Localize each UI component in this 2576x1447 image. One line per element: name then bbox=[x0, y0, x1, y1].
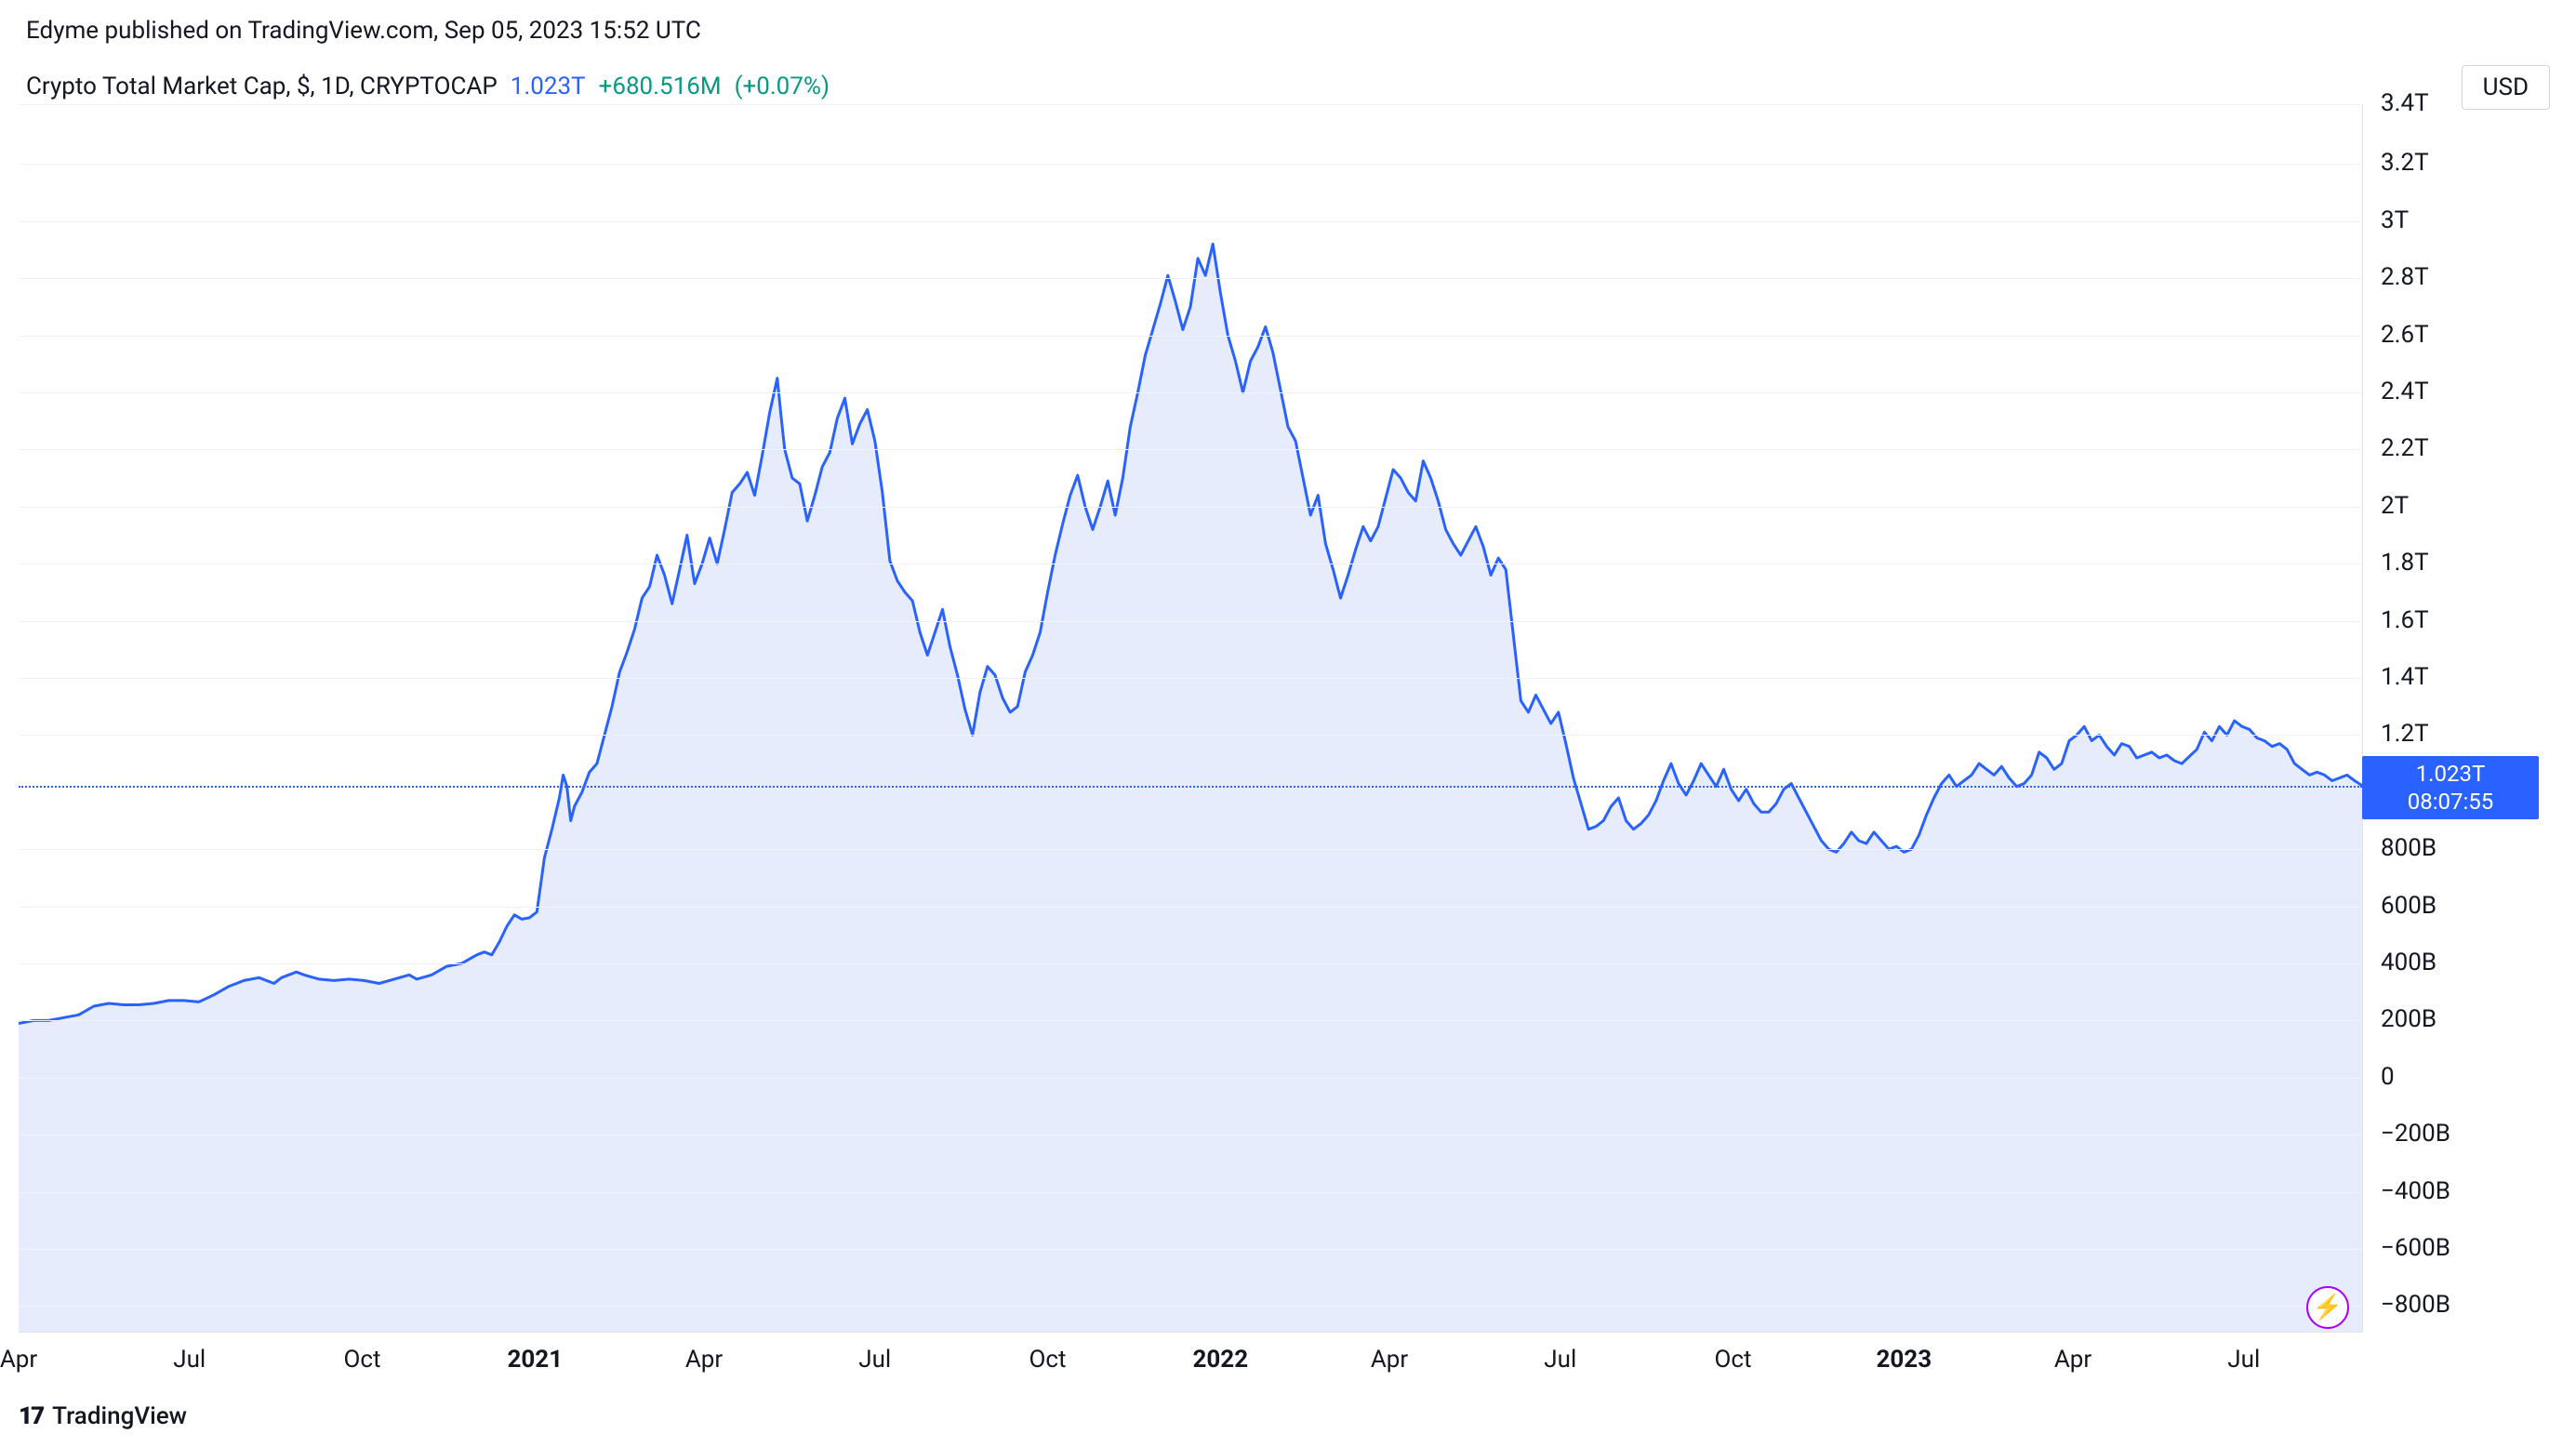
x-axis-label: 2021 bbox=[507, 1346, 563, 1374]
tradingview-snapshot: Edyme published on TradingView.com, Sep … bbox=[0, 0, 2576, 1447]
symbol-change-abs: +680.516M bbox=[599, 73, 722, 100]
last-price-countdown: 08:07:55 bbox=[2362, 788, 2539, 816]
y-axis-label: 600B bbox=[2381, 892, 2437, 920]
last-price-line bbox=[19, 786, 2362, 788]
x-axis-label: 2023 bbox=[1876, 1346, 1932, 1374]
y-axis-label: 1.6T bbox=[2381, 606, 2429, 634]
y-axis-label: −200B bbox=[2381, 1120, 2450, 1148]
gridline bbox=[19, 849, 2362, 850]
gridline bbox=[19, 221, 2362, 222]
gridline bbox=[19, 1306, 2362, 1307]
x-axis-label: Apr bbox=[2054, 1346, 2091, 1374]
y-axis-label: −400B bbox=[2381, 1177, 2450, 1205]
last-price-badge: 1.023T08:07:55 bbox=[2362, 756, 2539, 819]
chart-plot-area[interactable]: ⚡ bbox=[19, 104, 2363, 1332]
gridline bbox=[19, 907, 2362, 908]
x-axis-label: Jul bbox=[858, 1346, 891, 1374]
symbol-title: Crypto Total Market Cap, $, 1D, CRYPTOCA… bbox=[26, 73, 498, 100]
y-axis-label: −600B bbox=[2381, 1234, 2450, 1262]
area-chart-svg bbox=[19, 104, 2362, 1332]
x-axis-label: Oct bbox=[1715, 1346, 1752, 1374]
gridline bbox=[19, 963, 2362, 964]
x-axis-label: Oct bbox=[1029, 1346, 1067, 1374]
gridline bbox=[19, 104, 2362, 105]
x-axis-label: Jul bbox=[173, 1346, 206, 1374]
currency-selector[interactable]: USD bbox=[2462, 65, 2550, 110]
x-axis-label: 2022 bbox=[1192, 1346, 1248, 1374]
gridline bbox=[19, 1078, 2362, 1079]
x-axis: AprJulOct2021AprJulOct2022AprJulOct2023A… bbox=[19, 1332, 2362, 1388]
gridline bbox=[19, 1192, 2362, 1193]
snapshot-icon[interactable]: ⚡ bbox=[2306, 1286, 2349, 1329]
tradingview-watermark: 17 TradingView bbox=[19, 1402, 187, 1430]
y-axis-label: 0 bbox=[2381, 1063, 2395, 1091]
y-axis-label: 2.6T bbox=[2381, 321, 2429, 349]
publish-caption: Edyme published on TradingView.com, Sep … bbox=[26, 17, 701, 45]
y-axis-label: 3.2T bbox=[2381, 149, 2429, 177]
gridline bbox=[19, 1020, 2362, 1021]
symbol-change-pct: (+0.07%) bbox=[735, 73, 830, 100]
x-axis-label: Jul bbox=[1544, 1346, 1576, 1374]
y-axis-label: 2.2T bbox=[2381, 434, 2429, 462]
y-axis-label: 400B bbox=[2381, 949, 2437, 976]
x-axis-label: Apr bbox=[0, 1346, 37, 1374]
watermark-text: TradingView bbox=[52, 1402, 187, 1430]
y-axis-label: 3.4T bbox=[2381, 89, 2429, 117]
y-axis-label: 2.4T bbox=[2381, 378, 2429, 405]
x-axis-label: Jul bbox=[2227, 1346, 2260, 1374]
y-axis-label: 2.8T bbox=[2381, 263, 2429, 291]
symbol-last-value: 1.023T bbox=[511, 73, 586, 100]
y-axis-label: 1.4T bbox=[2381, 663, 2429, 691]
gridline bbox=[19, 392, 2362, 393]
area-fill bbox=[19, 244, 2362, 1332]
symbol-info-row: Crypto Total Market Cap, $, 1D, CRYPTOCA… bbox=[26, 73, 830, 100]
y-axis-label: 1.2T bbox=[2381, 720, 2429, 748]
gridline bbox=[19, 507, 2362, 508]
y-axis-label: 800B bbox=[2381, 834, 2437, 862]
y-axis-label: 2T bbox=[2381, 492, 2409, 520]
x-axis-label: Apr bbox=[685, 1346, 723, 1374]
last-price-value: 1.023T bbox=[2362, 760, 2539, 788]
gridline bbox=[19, 278, 2362, 279]
x-axis-label: Oct bbox=[344, 1346, 381, 1374]
gridline bbox=[19, 1249, 2362, 1250]
gridline bbox=[19, 735, 2362, 736]
gridline bbox=[19, 678, 2362, 679]
y-axis-label: −800B bbox=[2381, 1291, 2450, 1319]
tradingview-logo-icon: 17 bbox=[19, 1402, 43, 1430]
gridline bbox=[19, 336, 2362, 337]
y-axis-label: 1.8T bbox=[2381, 549, 2429, 577]
y-axis-label: 200B bbox=[2381, 1005, 2437, 1033]
gridline bbox=[19, 449, 2362, 450]
gridline bbox=[19, 164, 2362, 165]
gridline bbox=[19, 621, 2362, 622]
y-axis-label: 3T bbox=[2381, 206, 2409, 234]
chart-container[interactable]: ⚡ AprJulOct2021AprJulOct2022AprJulOct202… bbox=[19, 104, 2557, 1332]
x-axis-label: Apr bbox=[1371, 1346, 1408, 1374]
